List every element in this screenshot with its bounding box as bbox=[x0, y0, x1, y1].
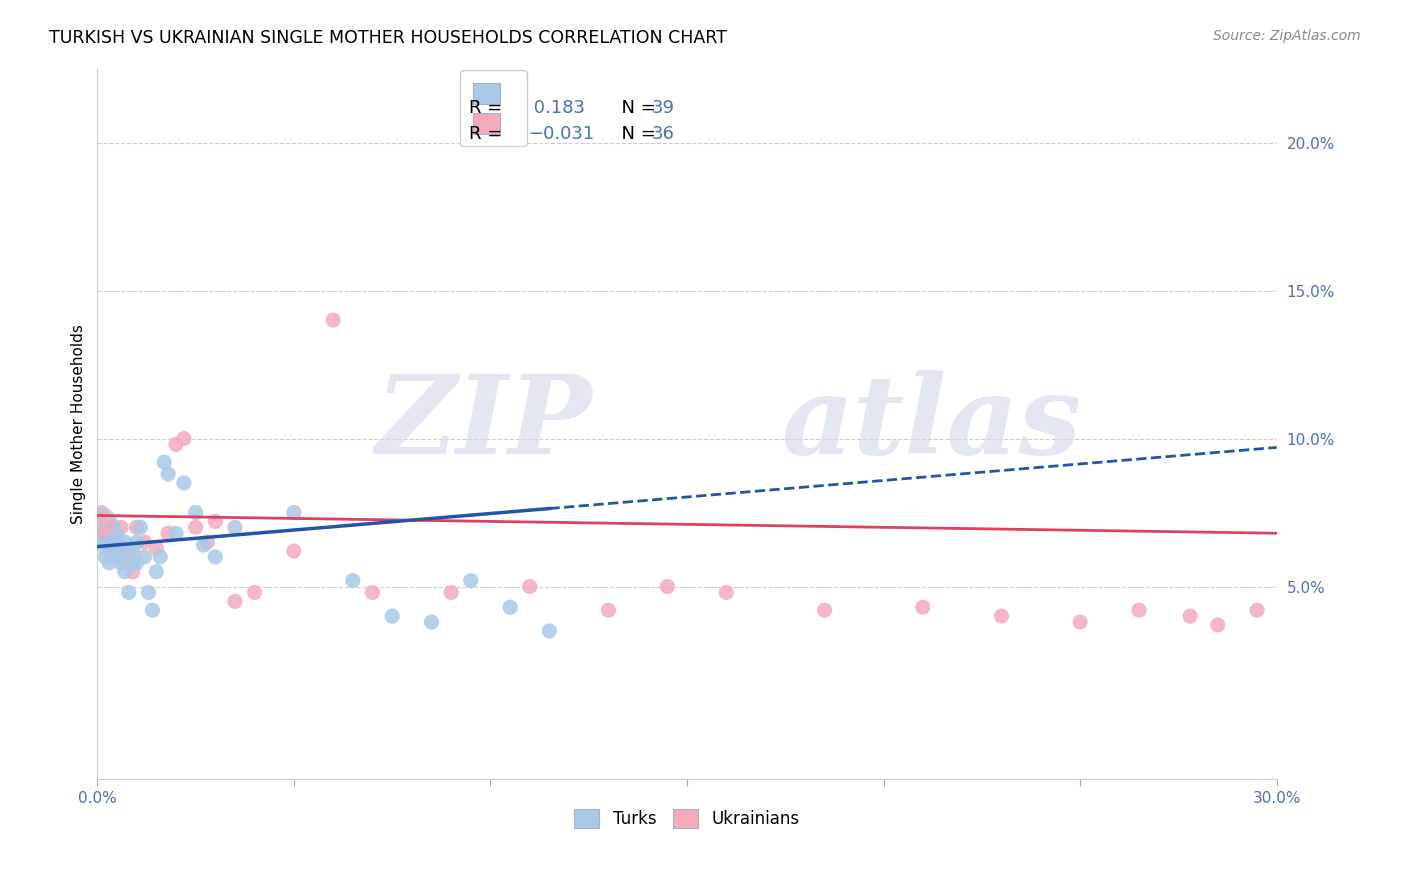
Point bbox=[134, 535, 156, 549]
Point bbox=[1206, 618, 1229, 632]
Point bbox=[173, 432, 195, 446]
Text: 36: 36 bbox=[651, 125, 675, 143]
Point bbox=[141, 603, 163, 617]
Point bbox=[121, 544, 143, 558]
Y-axis label: Single Mother Households: Single Mother Households bbox=[72, 324, 86, 524]
Point bbox=[134, 549, 156, 564]
Text: atlas: atlas bbox=[782, 370, 1081, 477]
Point bbox=[1246, 603, 1268, 617]
Point bbox=[204, 515, 226, 529]
Point bbox=[361, 585, 384, 599]
Point bbox=[1069, 615, 1091, 629]
Point bbox=[1180, 609, 1202, 624]
Point bbox=[184, 506, 207, 520]
Point bbox=[657, 580, 679, 594]
Point bbox=[153, 455, 176, 469]
Point bbox=[322, 313, 344, 327]
Point bbox=[110, 520, 132, 534]
Point bbox=[101, 520, 124, 534]
Point bbox=[145, 541, 167, 555]
Point bbox=[1128, 603, 1150, 617]
Point bbox=[283, 544, 305, 558]
Point bbox=[98, 541, 121, 555]
Point bbox=[105, 529, 128, 543]
Point bbox=[129, 520, 152, 534]
Legend: Turks, Ukrainians: Turks, Ukrainians bbox=[568, 802, 806, 835]
Text: R =: R = bbox=[468, 99, 508, 118]
Text: TURKISH VS UKRAINIAN SINGLE MOTHER HOUSEHOLDS CORRELATION CHART: TURKISH VS UKRAINIAN SINGLE MOTHER HOUSE… bbox=[49, 29, 727, 46]
Point bbox=[105, 544, 128, 558]
Point bbox=[138, 585, 160, 599]
Point bbox=[538, 624, 561, 638]
Point bbox=[243, 585, 266, 599]
Point bbox=[224, 594, 246, 608]
Point bbox=[98, 535, 121, 549]
Point bbox=[90, 532, 112, 546]
Point bbox=[813, 603, 835, 617]
Point bbox=[173, 475, 195, 490]
Point bbox=[145, 565, 167, 579]
Point bbox=[342, 574, 364, 588]
Point bbox=[165, 526, 187, 541]
Point bbox=[165, 437, 187, 451]
Point bbox=[716, 585, 738, 599]
Text: R =: R = bbox=[468, 125, 508, 143]
Point bbox=[101, 541, 124, 555]
Point bbox=[118, 585, 141, 599]
Point bbox=[149, 549, 172, 564]
Point bbox=[98, 556, 121, 570]
Point bbox=[990, 609, 1012, 624]
Point bbox=[283, 506, 305, 520]
Point bbox=[121, 556, 143, 570]
Text: N =: N = bbox=[610, 125, 662, 143]
Point bbox=[118, 544, 141, 558]
Point bbox=[114, 535, 136, 549]
Point bbox=[114, 556, 136, 570]
Text: −0.031: −0.031 bbox=[527, 125, 595, 143]
Point bbox=[114, 565, 136, 579]
Text: Source: ZipAtlas.com: Source: ZipAtlas.com bbox=[1213, 29, 1361, 43]
Point bbox=[224, 520, 246, 534]
Point bbox=[157, 467, 180, 481]
Point bbox=[125, 520, 148, 534]
Point bbox=[105, 535, 128, 549]
Point bbox=[204, 549, 226, 564]
Point bbox=[90, 517, 112, 532]
Point bbox=[193, 538, 215, 552]
Text: ZIP: ZIP bbox=[375, 370, 593, 477]
Point bbox=[911, 600, 934, 615]
Text: N =: N = bbox=[610, 99, 662, 118]
Point bbox=[499, 600, 522, 615]
Point bbox=[94, 549, 117, 564]
Point bbox=[440, 585, 463, 599]
Point bbox=[125, 556, 148, 570]
Text: 39: 39 bbox=[651, 99, 675, 118]
Point bbox=[125, 535, 148, 549]
Point bbox=[90, 506, 112, 520]
Point bbox=[381, 609, 404, 624]
Point bbox=[420, 615, 443, 629]
Point bbox=[94, 526, 117, 541]
Point bbox=[110, 549, 132, 564]
Point bbox=[90, 517, 112, 532]
Text: 0.183: 0.183 bbox=[527, 99, 585, 118]
Point bbox=[157, 526, 180, 541]
Point bbox=[94, 541, 117, 555]
Point bbox=[519, 580, 541, 594]
Point bbox=[197, 535, 219, 549]
Point bbox=[121, 565, 143, 579]
Point bbox=[598, 603, 620, 617]
Point bbox=[101, 549, 124, 564]
Point bbox=[110, 556, 132, 570]
Point bbox=[184, 520, 207, 534]
Point bbox=[460, 574, 482, 588]
